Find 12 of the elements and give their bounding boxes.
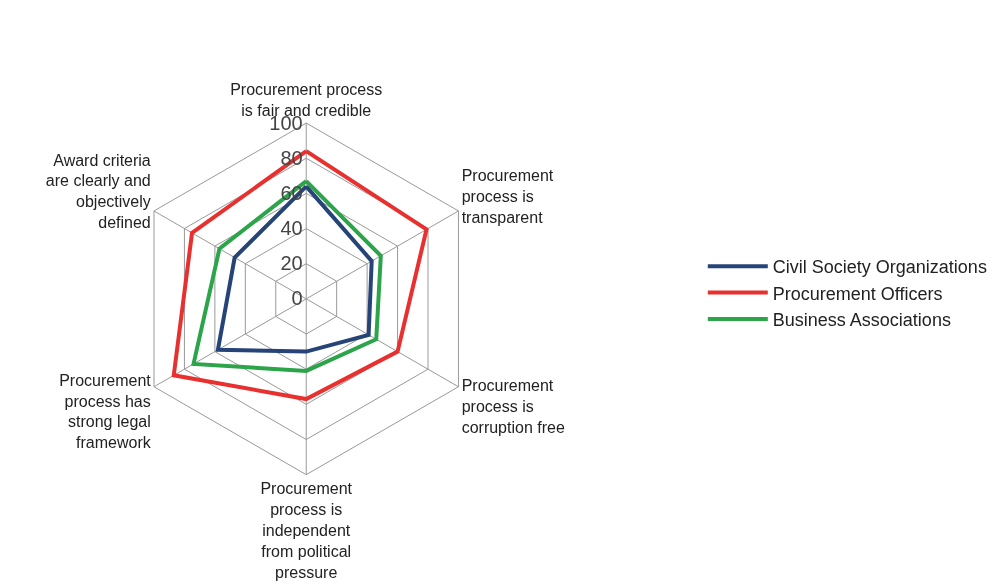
spoke-label: Procurement process has strong legal framework	[59, 371, 152, 452]
y-tick-label: 40	[280, 217, 303, 240]
legend-label: Business Associations	[772, 310, 951, 331]
legend-label: Procurement Officers	[772, 283, 943, 304]
legend-label: Civil Society Organizations	[772, 257, 987, 278]
y-tick-label: 0	[291, 287, 303, 310]
spoke-label: Procurement process is independent from political pressure	[260, 480, 353, 581]
spoke-label: Procurement process is transparent	[461, 167, 554, 226]
spoke-label: Procurement process is corruption free	[461, 377, 565, 436]
y-tick-label: 20	[280, 252, 303, 275]
spoke-label: Award criteria are clearly and objectively defined	[45, 151, 151, 231]
y-tick-label: 60	[280, 181, 303, 204]
